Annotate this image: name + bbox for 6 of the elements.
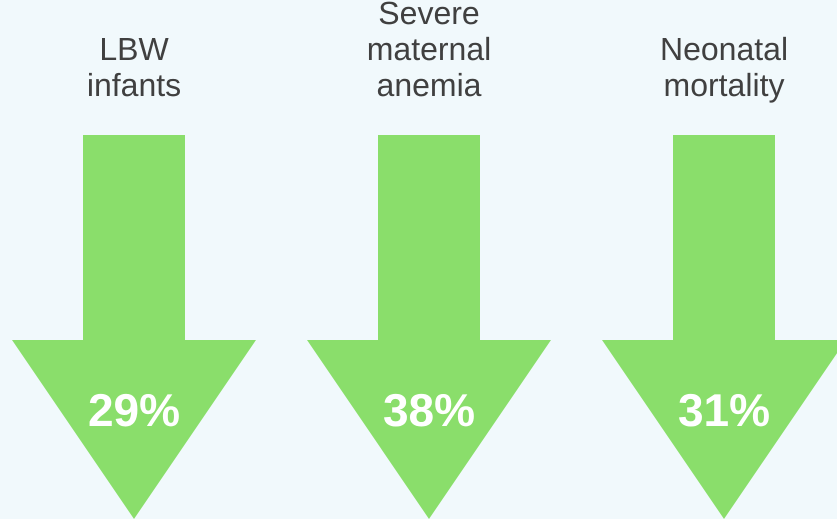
data-label: 38% <box>382 384 476 436</box>
data-label: 29% <box>88 384 180 436</box>
data-label: 31% <box>678 384 770 436</box>
category-label: LBW infants <box>86 31 182 103</box>
category-label: Neonatal mortality <box>660 31 788 103</box>
category-label: Severe maternal anemia <box>366 0 492 103</box>
